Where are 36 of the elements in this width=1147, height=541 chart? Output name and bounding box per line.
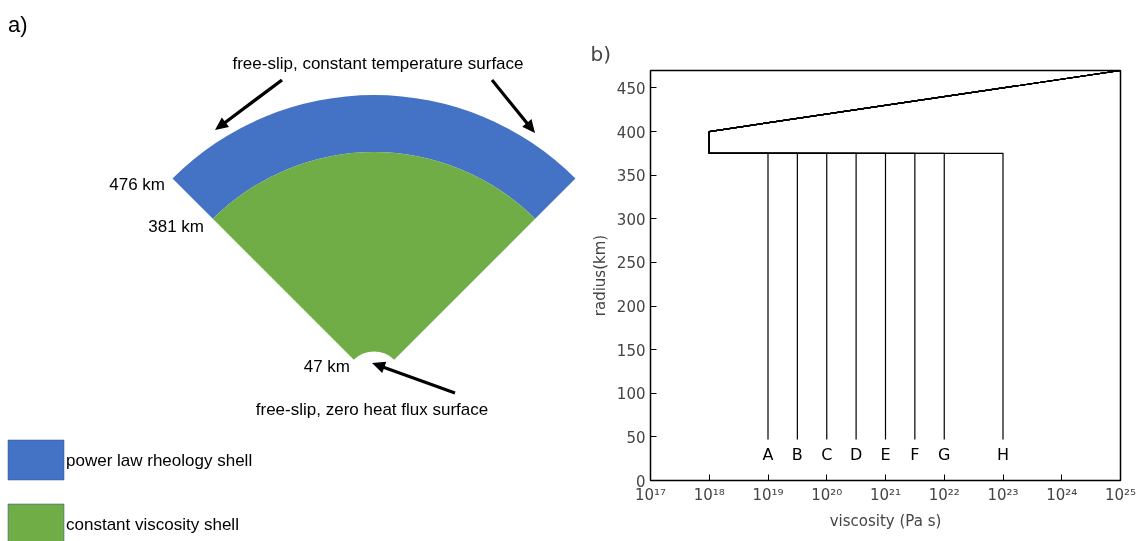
y-tick-label: 300 [616,210,646,229]
chart-title: b) [590,41,611,66]
x-tick-label: 10¹⁸ [693,485,725,504]
x-tick-label: 10²⁴ [1046,485,1078,504]
y-tick-label: 200 [616,298,646,317]
text: free-slip, zero heat flux surface [255,400,489,420]
x-tick-label: 10²² [928,485,960,504]
x-tick-label: 10²¹ [869,485,902,504]
text: 476 km [109,175,165,195]
x-axis-title: viscosity (Pa s) [829,511,942,530]
x-tick-label: 10²⁰ [811,485,843,504]
y-tick-label: 400 [616,123,646,142]
y-tick-label: 150 [616,341,646,360]
y-tick-label: 250 [616,254,646,273]
text: free-slip, constant temperature surface [232,54,524,74]
y-tick-label: 350 [616,167,646,186]
series-label: H [996,445,1010,465]
series-label: D [849,445,863,465]
category-label: power law rheology shell [66,451,253,471]
x-tick-label: 10²⁵ [1104,485,1137,504]
x-tick-label: 10²³ [987,485,1019,504]
text: a) [8,12,28,37]
text: 381 km [148,217,204,237]
y-tick-label: 50 [626,428,646,447]
series-label: F [910,445,920,465]
x-tick-label: 10¹⁹ [752,485,784,504]
series-label: C [821,445,833,465]
series-label: E [880,445,891,465]
y-tick-label: 450 [616,79,646,98]
y-tick-label: 100 [616,385,646,404]
series-label: B [791,445,803,465]
category-label: constant viscosity shell [66,515,239,535]
text: 47 km [303,357,350,377]
y-axis-title: radius(km) [590,234,609,317]
series-label: G [938,445,951,465]
series-label: A [762,445,774,465]
